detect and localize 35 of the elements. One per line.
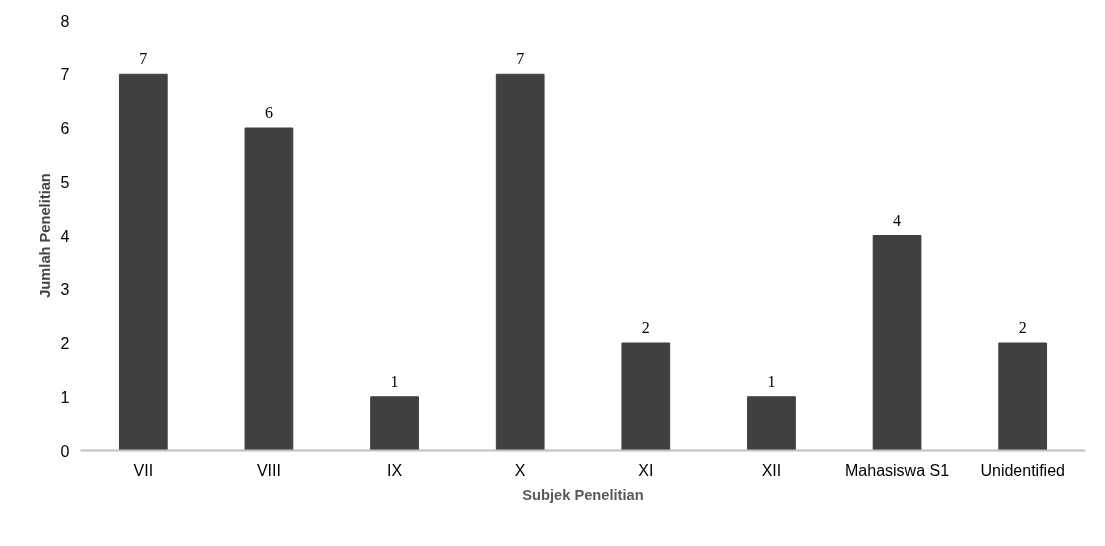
data-label: 6 [264, 104, 273, 121]
x-tick-label: VIII [256, 461, 281, 479]
x-tick-label: VII [133, 461, 154, 479]
data-label: 7 [516, 50, 525, 68]
x-axis-title: Subjek Penelitian [522, 486, 644, 503]
y-tick-label: 3 [60, 281, 70, 299]
y-tick-label: 5 [60, 173, 70, 191]
data-label: 7 [139, 50, 148, 68]
x-tick-label: XII [761, 461, 782, 479]
data-label: 2 [1018, 319, 1027, 336]
y-axis-title: Jumlah Penelitian [36, 173, 53, 298]
y-tick-label: 2 [60, 335, 70, 352]
data-label: 4 [893, 211, 902, 229]
y-tick-label: 4 [60, 227, 70, 245]
x-tick-label: Mahasiswa S1 [845, 461, 950, 479]
data-label: 1 [767, 372, 776, 390]
bar [118, 73, 168, 451]
bar [747, 396, 796, 451]
y-tick-label: 8 [60, 12, 70, 30]
bar [370, 396, 419, 451]
bar [495, 73, 545, 451]
bar [998, 342, 1048, 451]
x-tick-label: X [514, 461, 526, 479]
x-tick-label: XI [638, 461, 654, 479]
data-label: 1 [390, 372, 399, 390]
bar [872, 235, 922, 451]
y-tick-label: 7 [60, 66, 70, 84]
bar [621, 342, 671, 451]
bar [244, 127, 294, 451]
x-tick-label: Unidentified [980, 461, 1065, 479]
x-tick-label: IX [387, 461, 403, 479]
y-tick-label: 6 [60, 120, 70, 137]
data-label: 2 [641, 319, 650, 336]
y-tick-label: 1 [60, 388, 70, 406]
y-tick-label: 0 [60, 442, 70, 460]
